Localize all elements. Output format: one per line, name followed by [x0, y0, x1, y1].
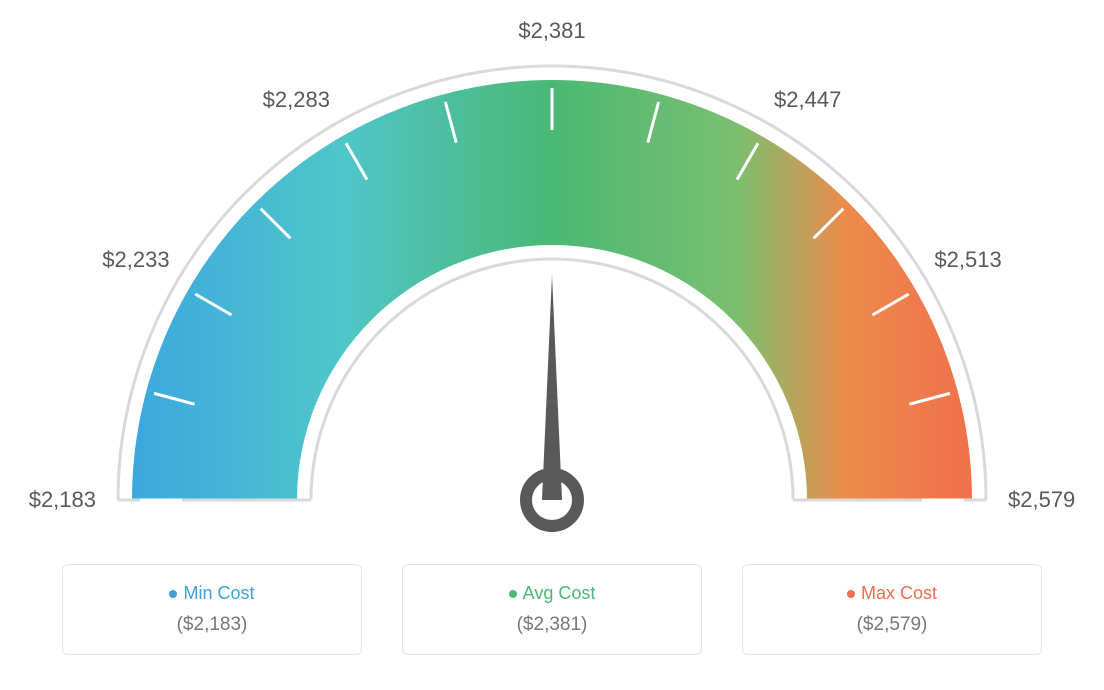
max-dot-icon	[847, 590, 855, 598]
summary-cards: Min Cost ($2,183) Avg Cost ($2,381) Max …	[0, 564, 1104, 655]
max-cost-card: Max Cost ($2,579)	[742, 564, 1042, 655]
avg-cost-value: ($2,381)	[423, 614, 681, 636]
min-cost-card: Min Cost ($2,183)	[62, 564, 362, 655]
chart-container: $2,183 $2,233 $2,283 $2,381 $2,447 $2,513 $2,5…	[0, 0, 1104, 690]
min-cost-label: Min Cost	[183, 583, 254, 603]
gauge-tick-label: $2,183	[29, 487, 96, 513]
min-dot-icon	[169, 590, 177, 598]
gauge-tick-label: $2,283	[263, 87, 330, 113]
min-cost-title: Min Cost	[83, 583, 341, 604]
avg-cost-label: Avg Cost	[523, 583, 596, 603]
max-cost-label: Max Cost	[861, 583, 937, 603]
gauge-tick-label: $2,381	[518, 18, 585, 44]
gauge-tick-label: $2,447	[774, 87, 841, 113]
gauge-tick-label: $2,233	[102, 247, 169, 273]
gauge-chart: $2,183 $2,233 $2,283 $2,381 $2,447 $2,513 $2,5…	[0, 0, 1104, 560]
min-cost-value: ($2,183)	[83, 614, 341, 636]
avg-cost-card: Avg Cost ($2,381)	[402, 564, 702, 655]
avg-dot-icon	[509, 590, 517, 598]
avg-cost-title: Avg Cost	[423, 583, 681, 604]
max-cost-title: Max Cost	[763, 583, 1021, 604]
gauge-tick-label: $2,513	[934, 247, 1001, 273]
gauge-svg	[92, 30, 1012, 560]
gauge-tick-label: $2,579	[1008, 487, 1075, 513]
max-cost-value: ($2,579)	[763, 614, 1021, 636]
